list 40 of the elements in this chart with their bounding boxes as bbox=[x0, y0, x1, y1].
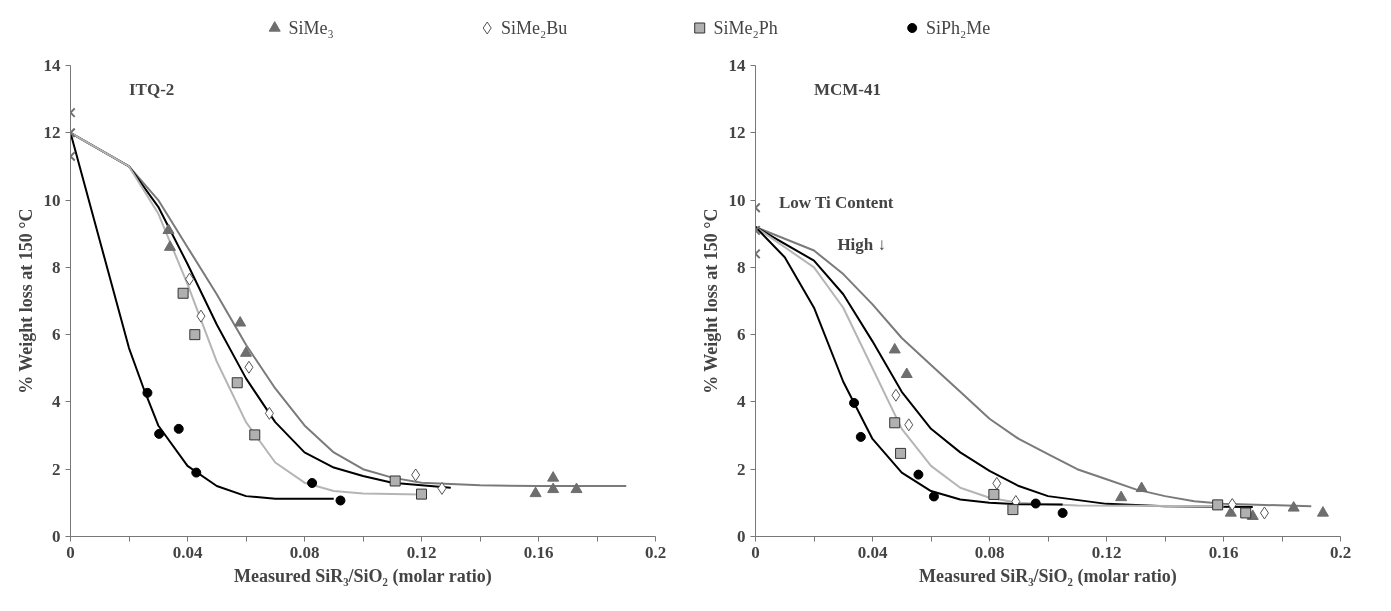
y-tick-label: 14 bbox=[43, 56, 61, 75]
legend-label: SiMe₂Bu bbox=[500, 18, 568, 38]
legend-label: SiMe₂Ph bbox=[713, 18, 778, 38]
y-tick-label: 2 bbox=[737, 459, 746, 479]
y-tick-label: 2 bbox=[52, 459, 61, 479]
y-tick-label: 12 bbox=[43, 123, 61, 143]
legend-label: SiMe₃ bbox=[288, 18, 334, 38]
annotation: High ↓ bbox=[837, 234, 887, 254]
y-tick-label: 8 bbox=[737, 257, 746, 277]
y-tick-label: 10 bbox=[43, 190, 61, 210]
x-tick-label: 0.04 bbox=[172, 542, 203, 562]
x-tick-label: 0.2 bbox=[644, 542, 667, 562]
x-tick-label: 0 bbox=[66, 542, 75, 562]
x-tick-label: 0.12 bbox=[406, 542, 437, 562]
annotation: Low Ti Content bbox=[778, 192, 894, 212]
x-axis-title: Measured SiR₃/SiO₂ (molar ratio) bbox=[234, 565, 492, 587]
x-tick-label: 0.08 bbox=[289, 542, 320, 562]
y-tick-label: 4 bbox=[737, 392, 746, 412]
y-tick-label: 0 bbox=[737, 527, 746, 546]
y-axis-title: % Weight loss at 150 °C bbox=[15, 208, 36, 394]
x-tick-label: 0 bbox=[751, 542, 760, 562]
y-tick-label: 8 bbox=[52, 257, 61, 277]
y-tick-label: 12 bbox=[728, 123, 746, 143]
x-tick-label: 0.16 bbox=[523, 542, 554, 562]
x-tick-label: 0.04 bbox=[857, 542, 888, 562]
x-tick-label: 0.2 bbox=[1329, 542, 1352, 562]
x-tick-label: 0.08 bbox=[974, 542, 1005, 562]
y-tick-label: 6 bbox=[737, 325, 746, 345]
y-axis-title: % Weight loss at 150 °C bbox=[700, 208, 721, 394]
y-tick-label: 14 bbox=[728, 56, 746, 75]
y-tick-label: 4 bbox=[52, 392, 61, 412]
y-tick-label: 0 bbox=[52, 527, 61, 546]
y-tick-label: 10 bbox=[728, 190, 746, 210]
text: ITQ-2 bbox=[129, 79, 175, 99]
text: MCM-41 bbox=[814, 79, 882, 99]
legend-label: SiPh₂Me bbox=[925, 18, 991, 38]
x-axis-title: Measured SiR₃/SiO₂ (molar ratio) bbox=[919, 565, 1177, 587]
x-tick-label: 0.16 bbox=[1208, 542, 1239, 562]
x-tick-label: 0.12 bbox=[1091, 542, 1122, 562]
y-tick-label: 6 bbox=[52, 325, 61, 345]
